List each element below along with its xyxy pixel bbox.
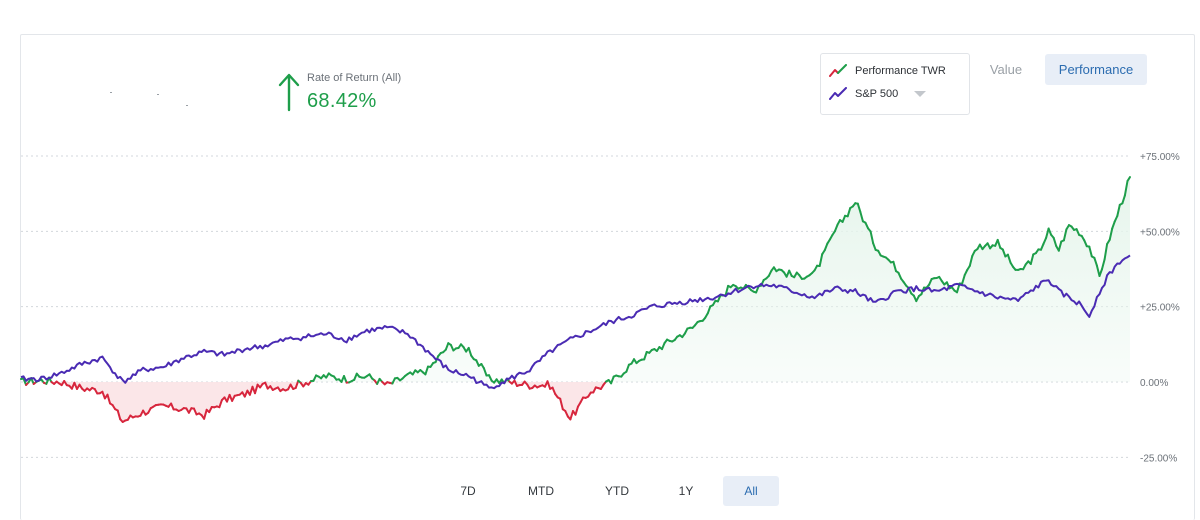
chart-legend: Performance TWR S&P 500	[820, 53, 970, 115]
performance-line-segment	[22, 377, 28, 386]
performance-line-segment	[574, 405, 579, 416]
performance-line-segment	[1006, 253, 1012, 264]
value-toggle-button[interactable]: Value	[989, 62, 1023, 77]
performance-line-segment	[193, 407, 198, 416]
y-tick-label: -25.00%	[1140, 453, 1177, 464]
performance-line-segment	[1047, 227, 1053, 236]
performance-line-segment	[1098, 268, 1103, 277]
performance-line-segment	[833, 223, 839, 233]
performance-line-segment	[1111, 220, 1116, 230]
performance-line-segment	[1052, 236, 1058, 247]
rate-of-return-label: Rate of Return (All)	[307, 72, 402, 84]
performance-line-segment	[625, 363, 630, 373]
trend-line-icon	[829, 87, 847, 100]
performance-line-segment	[610, 375, 615, 385]
performance-line-segment	[643, 351, 648, 361]
y-tick-label: +25.00%	[1140, 303, 1180, 314]
performance-line-segment	[661, 342, 666, 351]
performance-line-segment	[264, 381, 269, 390]
performance-line-segment	[1093, 256, 1098, 267]
legend-label: Performance TWR	[855, 65, 946, 77]
performance-line-segment	[818, 253, 824, 267]
performance-line-segment	[1101, 258, 1106, 271]
y-tick-label: +75.00%	[1140, 152, 1180, 163]
performance-line-segment	[897, 271, 903, 280]
benchmark-line	[20, 254, 1131, 390]
range-1y-button[interactable]: 1Y	[678, 484, 694, 498]
chevron-down-icon[interactable]	[914, 91, 927, 97]
performance-line-segment	[869, 230, 875, 245]
performance-line-segment	[859, 211, 864, 223]
legend-label: S&P 500	[855, 88, 899, 100]
performance-line-segment	[106, 393, 111, 405]
performance-line-segment	[1123, 180, 1129, 197]
performance-line-segment	[444, 342, 450, 351]
performance-line-segment	[1075, 228, 1081, 236]
performance-area-negative	[21, 382, 1130, 422]
performance-line-segment	[294, 379, 300, 389]
arrow-up-icon	[278, 73, 300, 112]
performance-line-segment	[996, 238, 1002, 249]
performance-line-segment	[569, 410, 574, 421]
rate-of-return-value: 68.42%	[307, 90, 377, 112]
performance-line-segment	[823, 242, 829, 252]
performance-line-segment	[424, 365, 429, 376]
range-7d-button[interactable]: 7D	[460, 484, 476, 498]
performance-line-segment	[1126, 176, 1131, 182]
performance-toggle-button[interactable]: Performance	[1045, 54, 1147, 85]
performance-line-segment	[1113, 215, 1119, 223]
performance-line-segment	[343, 375, 348, 384]
performance-line-segment	[170, 402, 175, 411]
performance-line-segment	[1001, 248, 1007, 258]
performance-line-segment	[968, 254, 974, 267]
performance-line-segment	[1040, 242, 1045, 251]
performance-line-segment	[1121, 194, 1126, 205]
performance-line-segment	[724, 284, 730, 297]
performance-area-positive	[21, 177, 1130, 382]
trend-line-icon	[829, 64, 847, 77]
performance-line-segment	[203, 408, 208, 420]
performance-line-segment	[546, 380, 552, 390]
performance-line-segment	[559, 397, 564, 411]
performance-line-segment	[846, 207, 852, 218]
performance-line-segment	[1088, 245, 1093, 258]
legend-item-benchmark[interactable]: S&P 500	[829, 85, 927, 103]
performance-line-segment	[706, 305, 712, 315]
legend-item-performance[interactable]: Performance TWR	[829, 62, 946, 80]
y-tick-label: +50.00%	[1140, 227, 1180, 238]
range-all-button[interactable]: All	[723, 476, 779, 506]
performance-line-segment	[716, 294, 722, 303]
performance-line-segment	[467, 346, 473, 357]
performance-line-segment	[1083, 239, 1088, 248]
performance-line-segment	[1029, 253, 1035, 265]
range-mtd-button[interactable]: MTD	[528, 484, 554, 498]
range-ytd-button[interactable]: YTD	[605, 484, 629, 498]
performance-line-segment	[564, 410, 569, 418]
performance-line-segment	[218, 399, 223, 409]
performance-line-segment	[755, 285, 760, 294]
performance-line-segment	[116, 409, 122, 421]
performance-line-segment	[856, 202, 862, 214]
performance-line-segment	[254, 383, 259, 395]
performance-line-segment	[892, 260, 897, 273]
performance-line-segment	[1042, 236, 1048, 245]
performance-line-segment	[1057, 240, 1063, 252]
left-edge-mask	[0, 118, 20, 520]
performance-line-segment	[841, 214, 847, 223]
performance-line-segment	[961, 274, 966, 285]
y-tick-label: 0.00%	[1140, 378, 1168, 389]
performance-line-segment	[1062, 228, 1068, 242]
performance-line-segment	[551, 386, 557, 395]
performance-line-segment	[1103, 243, 1109, 261]
performance-line-segment	[1108, 227, 1114, 241]
performance-line-segment	[1116, 203, 1121, 217]
performance-line-segment	[872, 242, 877, 251]
performance-line-segment	[482, 367, 488, 377]
performance-line-segment	[928, 278, 933, 286]
